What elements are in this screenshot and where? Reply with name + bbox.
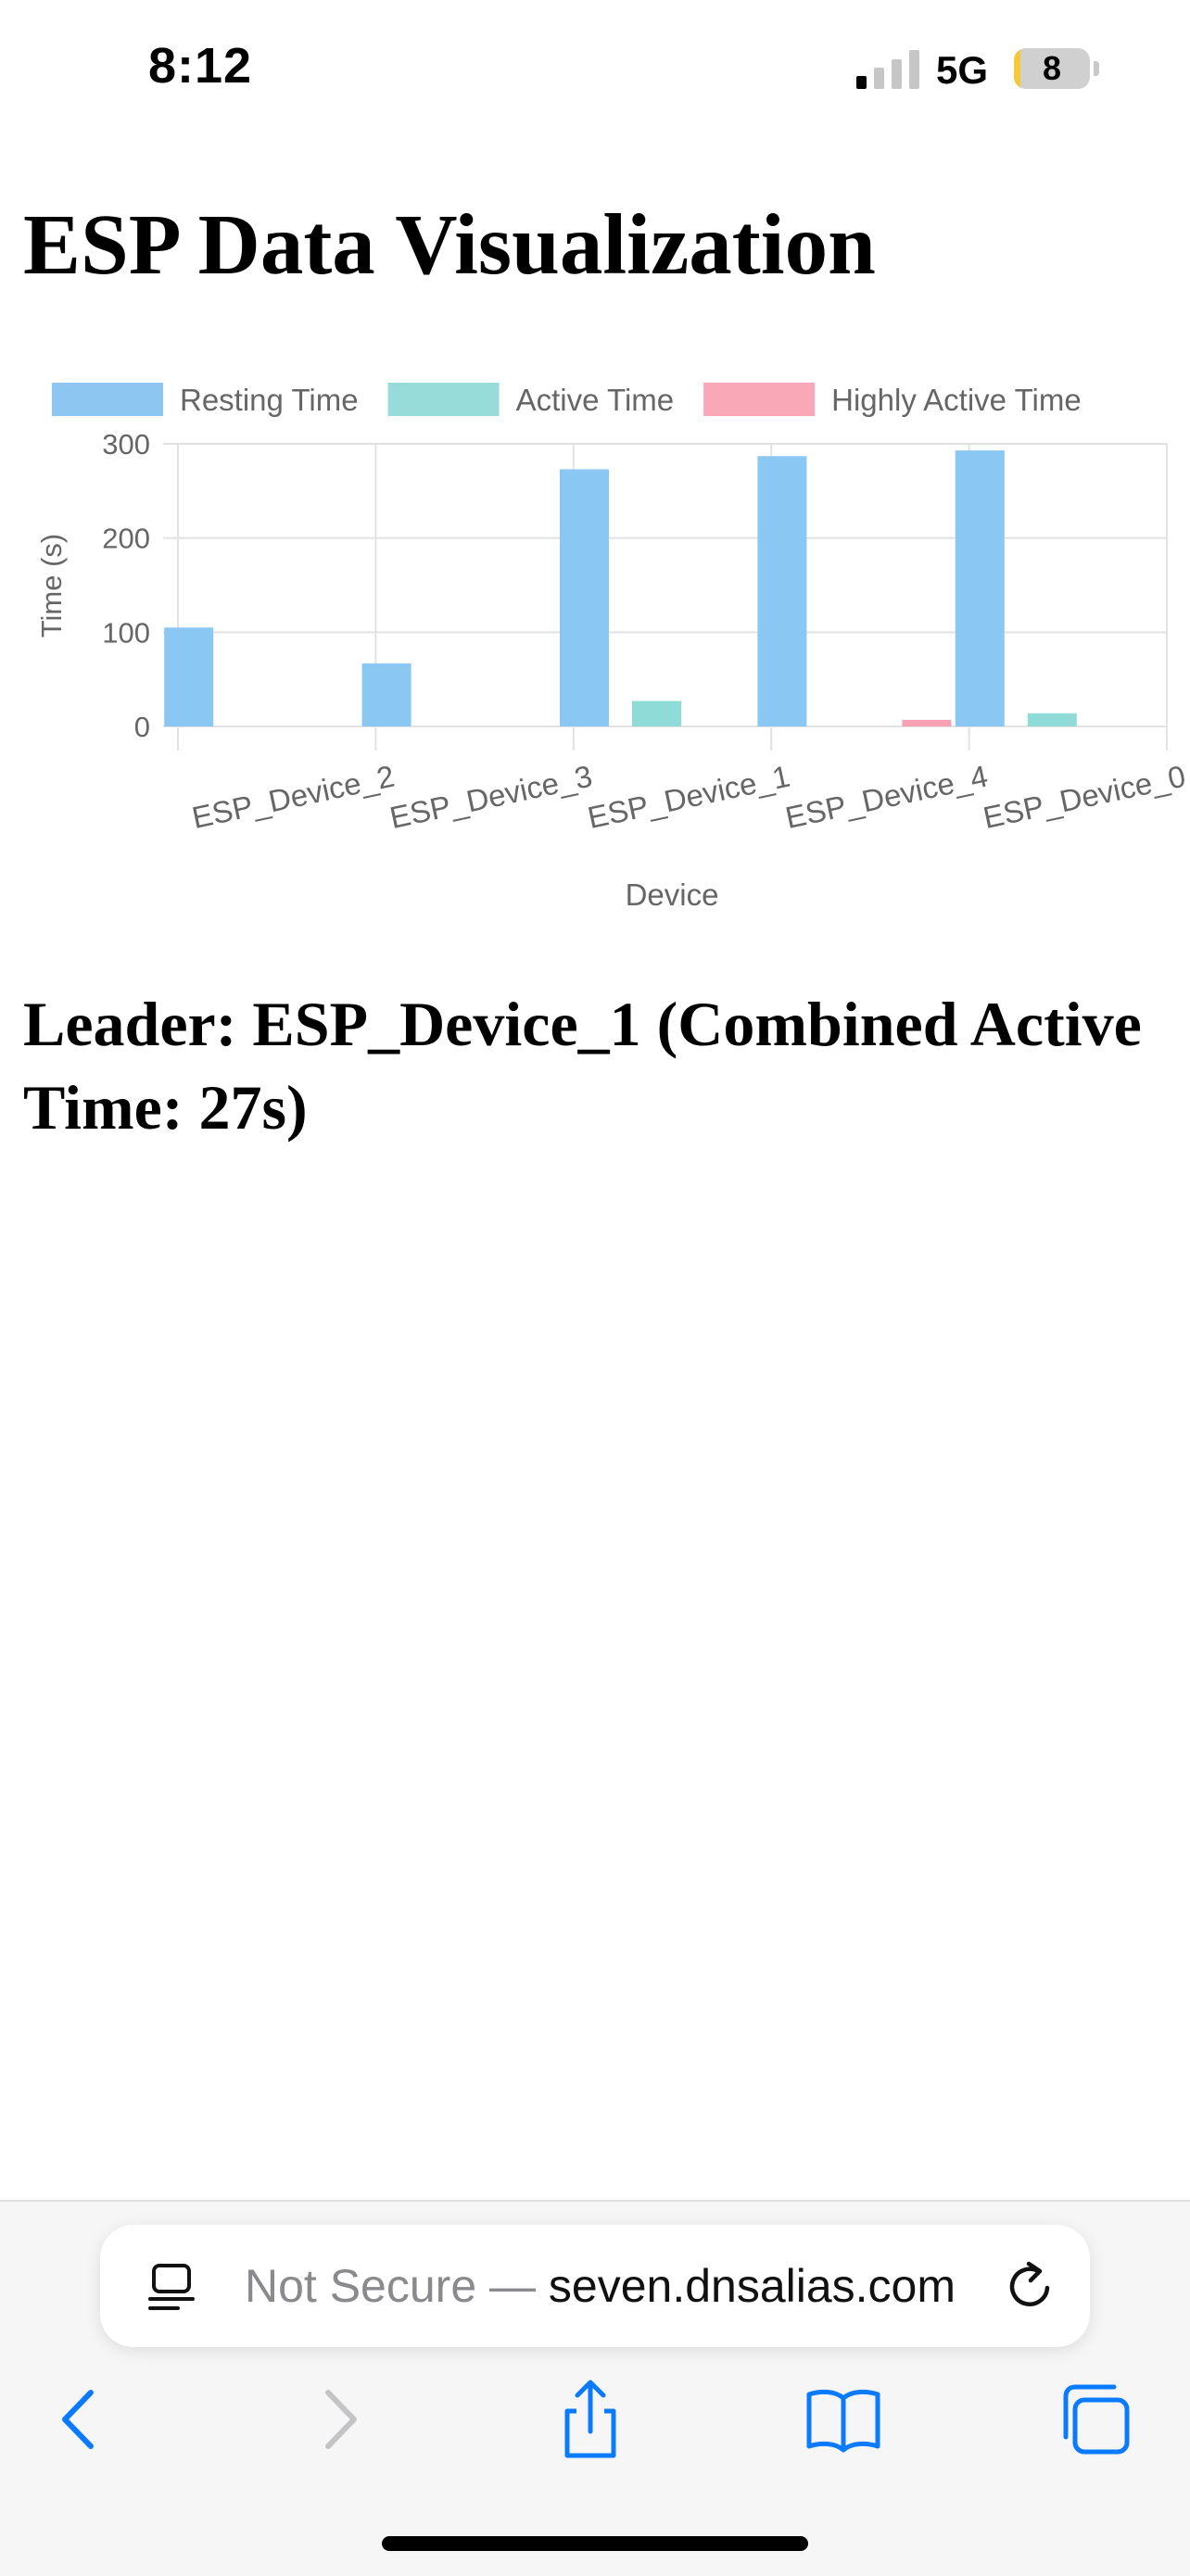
book-icon[interactable] xyxy=(802,2378,885,2461)
chart-bars xyxy=(164,450,1077,726)
chart-legend: Resting Time Active Time Highly Active Tim… xyxy=(52,383,1082,417)
chart-y-tick-labels: 0 100 200 300 xyxy=(102,428,150,743)
legend-label: Resting Time xyxy=(180,383,359,417)
bar-ESP_Device_2-0 xyxy=(164,627,214,726)
bar-chart: Resting Time Active Time Highly Active Tim… xyxy=(35,383,1188,912)
legend-swatch xyxy=(387,383,500,416)
x-tick-label: ESP_Device_4 xyxy=(782,759,991,835)
bar-ESP_Device_3-0 xyxy=(361,663,411,726)
page-menu-icon[interactable] xyxy=(146,2262,196,2312)
chevron-left-icon[interactable] xyxy=(39,2378,122,2461)
y-tick-label: 100 xyxy=(102,616,150,649)
x-tick-label: ESP_Device_1 xyxy=(585,759,793,835)
network-type: 5G xyxy=(936,48,989,92)
battery-icon: 8 xyxy=(1014,48,1090,89)
battery-fill xyxy=(1014,48,1020,89)
bar-ESP_Device_4-0 xyxy=(757,456,807,726)
bar-ESP_Device_1-1 xyxy=(632,701,681,726)
tabs-icon[interactable] xyxy=(1055,2378,1138,2461)
bar-ESP_Device_0-1 xyxy=(1027,713,1077,726)
legend-swatch xyxy=(52,383,163,416)
page-title: ESP Data Visualization xyxy=(23,197,876,293)
legend-label: Highly Active Time xyxy=(831,383,1082,417)
y-tick-label: 200 xyxy=(102,523,150,555)
bar-ESP_Device_4-2 xyxy=(902,719,952,726)
chart-x-tick-labels: ESP_Device_2ESP_Device_3ESP_Device_1ESP_… xyxy=(189,759,1188,835)
battery-level: 8 xyxy=(1042,49,1062,87)
cellular-signal-icon xyxy=(856,50,919,89)
reload-icon[interactable] xyxy=(1005,2260,1057,2312)
bar-ESP_Device_0-0 xyxy=(955,450,1005,726)
status-time: 8:12 xyxy=(148,38,253,94)
url-security-label: Not Secure — xyxy=(245,2260,549,2312)
url-text[interactable]: Not Secure — seven.dnsalias.com xyxy=(245,2225,956,2347)
chevron-right-icon[interactable] xyxy=(297,2378,380,2461)
y-tick-label: 300 xyxy=(102,428,150,461)
x-tick-label: ESP_Device_2 xyxy=(189,759,398,835)
url-host: seven.dnsalias.com xyxy=(548,2260,956,2312)
y-tick-label: 0 xyxy=(134,711,150,743)
bar-ESP_Device_1-0 xyxy=(560,469,609,726)
address-bar[interactable]: Not Secure — seven.dnsalias.com xyxy=(100,2225,1090,2347)
legend-swatch xyxy=(703,383,816,416)
leader-text: Leader: ESP_Device_1 (Combined Active Ti… xyxy=(23,989,1142,1143)
legend-label: Active Time xyxy=(516,383,675,417)
browser-toolbar: Not Secure — seven.dnsalias.com xyxy=(0,2200,1190,2576)
home-indicator xyxy=(382,2536,808,2551)
share-icon[interactable] xyxy=(549,2378,632,2461)
x-tick-label: ESP_Device_0 xyxy=(981,759,1189,835)
x-axis-title: Device xyxy=(626,878,719,912)
status-bar: 8:12 5G 8 xyxy=(0,0,1190,139)
battery-nub xyxy=(1094,61,1099,76)
y-axis-title: Time (s) xyxy=(35,534,68,638)
x-tick-label: ESP_Device_3 xyxy=(386,759,595,835)
